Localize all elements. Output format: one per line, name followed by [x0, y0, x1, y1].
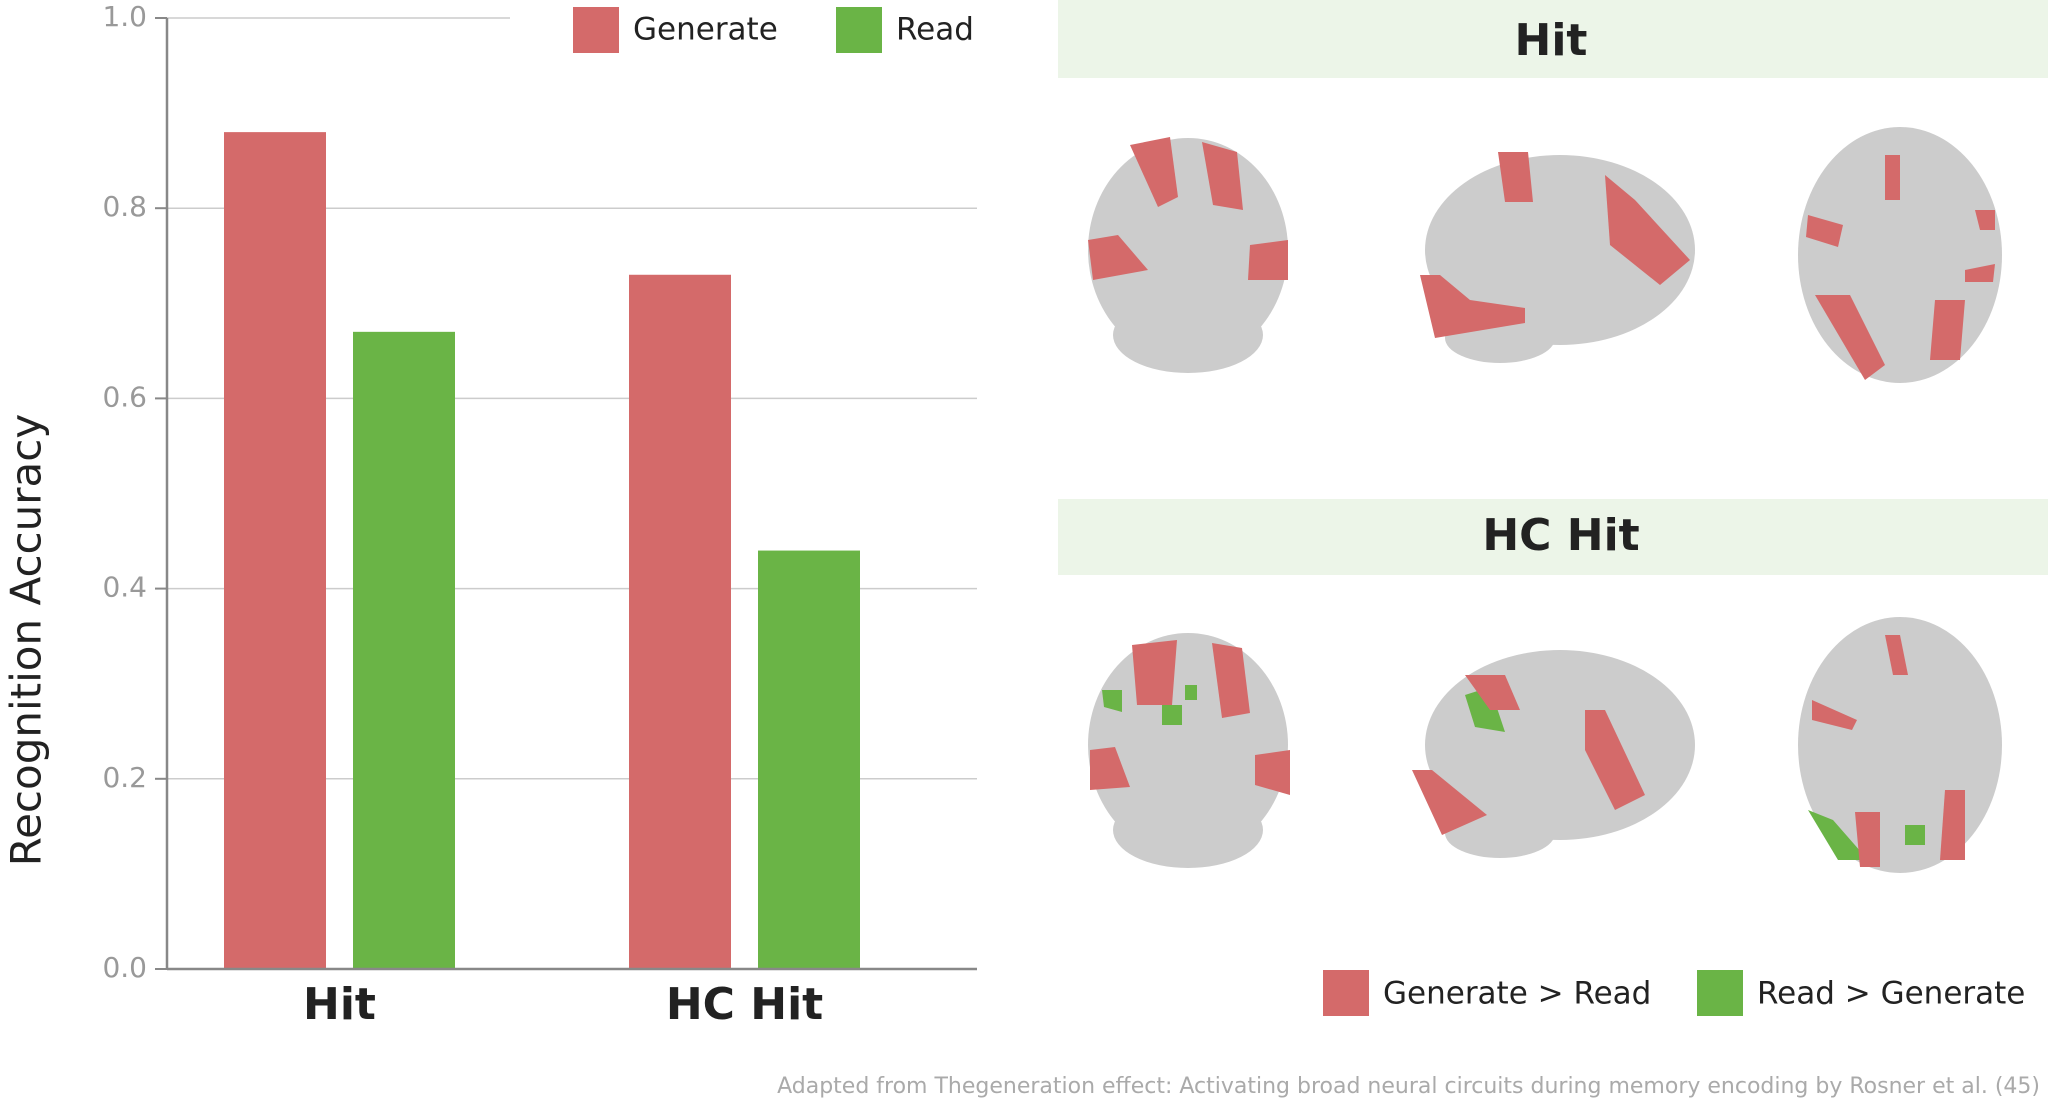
y-tick-label: 0.8 [102, 190, 147, 223]
brain-panels: Hit HC Hit [1058, 0, 2048, 873]
y-tick-label: 0.4 [102, 571, 147, 604]
legend-swatch [573, 7, 619, 53]
brain-top-view [1088, 633, 1290, 868]
brain-top-view [1798, 127, 2002, 383]
x-tick-label: HC Hit [666, 979, 823, 1030]
legend-swatch [1323, 970, 1369, 1016]
panel-header [1058, 499, 2048, 575]
legend-label: Generate > Read [1383, 976, 1651, 1012]
legend-label: Generate [633, 12, 778, 48]
y-tick-label: 1.0 [102, 0, 147, 33]
x-tick-label: Hit [303, 979, 376, 1030]
y-tick-label: 0.2 [102, 761, 147, 794]
bar [758, 550, 860, 969]
y-axis-label: Recognition Accuracy [2, 414, 51, 866]
panel-header [1058, 0, 2048, 78]
panel-title: HC Hit [1482, 510, 1639, 561]
legend-label: Read > Generate [1757, 976, 2025, 1012]
brain-top-view [1088, 137, 1288, 373]
legend-label: Read [896, 12, 974, 48]
brain-side-view [1420, 152, 1695, 363]
bar [629, 274, 731, 969]
caption: Adapted from Thegeneration effect: Activ… [777, 1074, 2040, 1099]
bar [353, 331, 455, 970]
brain-side-view [1412, 650, 1695, 858]
bar [224, 132, 326, 969]
y-tick-label: 0.0 [102, 951, 147, 984]
panel-title: Hit [1515, 15, 1588, 66]
brain-top-view [1798, 617, 2002, 873]
legend-swatch [836, 7, 882, 53]
legend-swatch [1697, 970, 1743, 1016]
y-tick-label: 0.6 [102, 380, 147, 413]
